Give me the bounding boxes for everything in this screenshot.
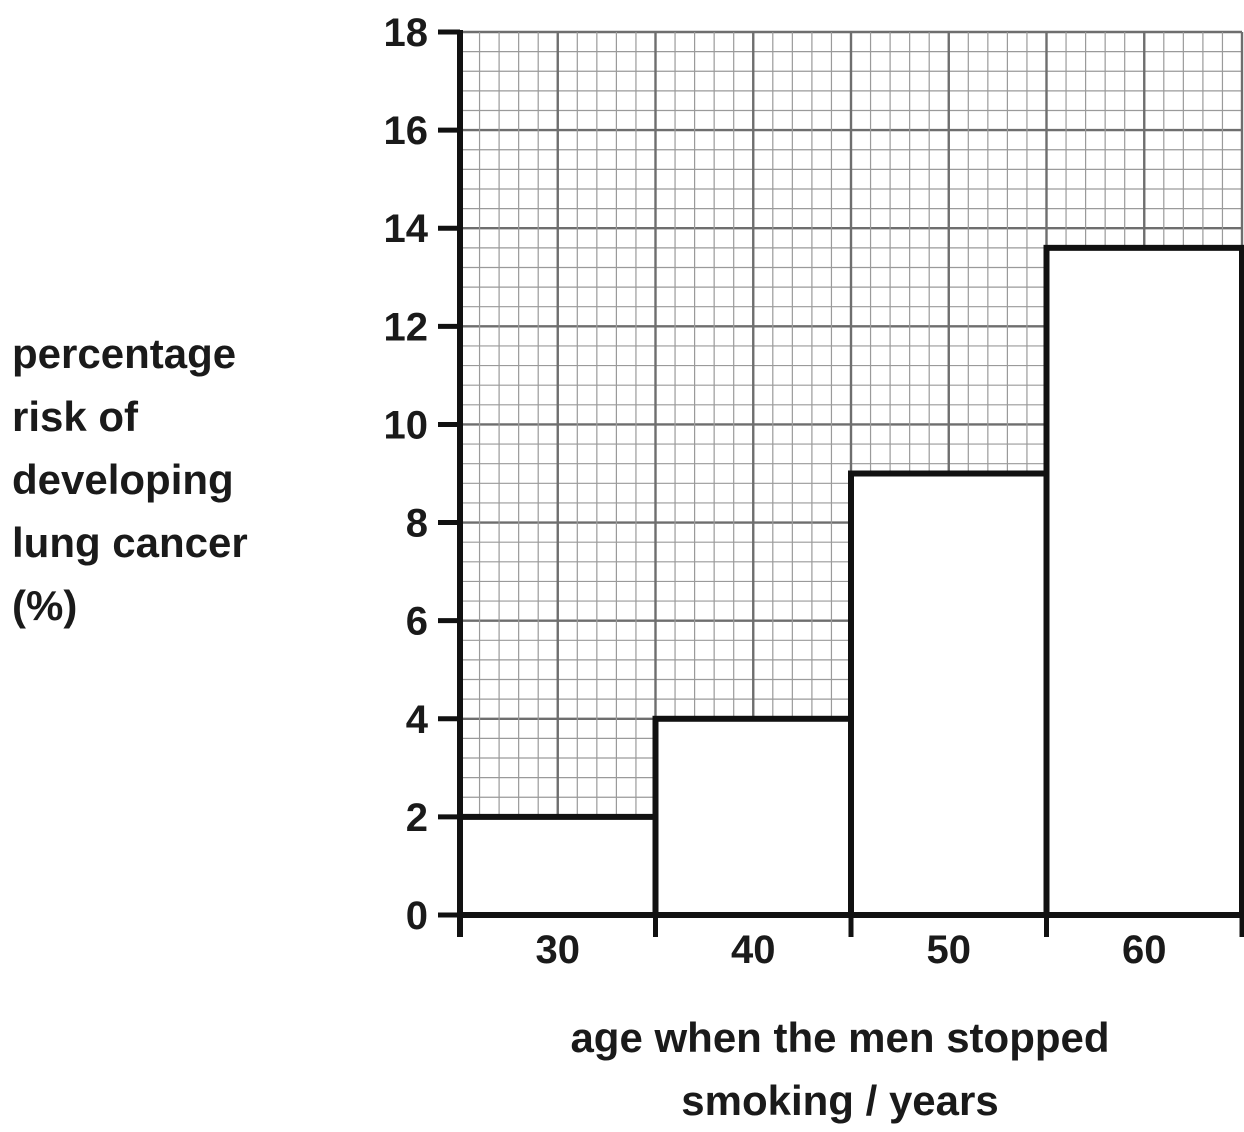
bar-40 <box>652 715 854 918</box>
y-tick-label: 4 <box>406 698 429 742</box>
y-axis-label-line-3: developing <box>12 456 234 503</box>
x-tick-labels: 30 40 50 60 <box>536 928 1167 972</box>
x-tick-label: 30 <box>536 928 581 972</box>
y-tick-label: 14 <box>384 207 429 251</box>
x-axis-label: age when the men stopped smoking / years <box>470 1006 1210 1132</box>
y-axis-label-line-5: (%) <box>12 582 78 629</box>
axes <box>438 29 1244 937</box>
y-tick-label: 0 <box>406 894 428 938</box>
x-axis-label-line-2: smoking / years <box>681 1077 999 1124</box>
x-tick-label: 40 <box>731 928 776 972</box>
bar-30 <box>457 813 659 919</box>
y-axis-label-line-4: lung cancer <box>12 519 248 566</box>
y-tick-label: 2 <box>406 796 428 840</box>
y-tick-label: 8 <box>406 502 428 546</box>
x-tick-label: 60 <box>1122 928 1167 972</box>
y-axis-label: percentage risk of developing lung cance… <box>12 322 312 637</box>
y-tick-label: 12 <box>384 305 429 349</box>
y-tick-label: 16 <box>384 109 429 153</box>
y-tick-labels: 0 2 4 6 8 10 12 14 16 18 <box>384 11 429 938</box>
bar-60 <box>1043 244 1244 919</box>
y-tick-label: 18 <box>384 11 429 55</box>
y-axis-label-line-1: percentage <box>12 330 237 377</box>
y-tick-label: 10 <box>384 403 429 447</box>
x-tick-label: 50 <box>927 928 972 972</box>
bars <box>457 244 1244 919</box>
bar-50 <box>848 470 1050 918</box>
y-tick-label: 6 <box>406 600 428 644</box>
x-axis-label-line-1: age when the men stopped <box>570 1014 1110 1061</box>
y-axis-label-line-2: risk of <box>12 393 139 440</box>
